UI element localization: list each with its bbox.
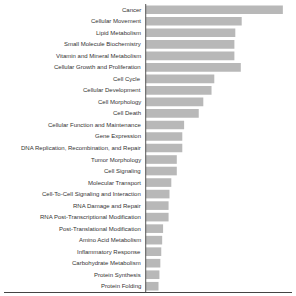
svg-text:Lipid Metabolism: Lipid Metabolism [96,30,141,36]
svg-text:Vitamin and Mineral Metabolism: Vitamin and Mineral Metabolism [56,53,141,59]
svg-text:Tumor Morphology: Tumor Morphology [91,157,141,163]
svg-text:Protein Synthesis: Protein Synthesis [94,272,141,278]
svg-text:Amino Acid Metabolism: Amino Acid Metabolism [79,237,141,243]
svg-text:Cellular Movement: Cellular Movement [91,18,141,24]
svg-text:Cell Death: Cell Death [113,110,141,116]
svg-text:Cellular Development: Cellular Development [83,87,141,93]
svg-text:Post-Translational Modificatio: Post-Translational Modification [59,226,141,232]
svg-text:Cell Morphology: Cell Morphology [98,99,141,105]
svg-text:Small Molecule Biochemistry: Small Molecule Biochemistry [64,41,141,47]
svg-text:Carbohydrate Metabolism: Carbohydrate Metabolism [72,260,141,266]
svg-text:Cancer: Cancer [122,7,141,13]
svg-text:Cell Cycle: Cell Cycle [113,76,141,82]
svg-text:Cellular Growth and Proliferat: Cellular Growth and Proliferation [54,64,141,70]
svg-text:Cellular Function and Maintena: Cellular Function and Maintenance [48,122,141,128]
svg-text:Cell-To-Cell Signaling and Int: Cell-To-Cell Signaling and Interaction [42,191,141,197]
svg-text:Inflammatory Response: Inflammatory Response [77,249,141,255]
svg-text:Gene Expression: Gene Expression [95,133,141,139]
svg-text:DNA Replication, Recombination: DNA Replication, Recombination, and Repa… [21,145,141,151]
svg-text:RNA Post-Transcriptional Modif: RNA Post-Transcriptional Modification [40,214,141,220]
svg-text:RNA Damage and Repair: RNA Damage and Repair [73,203,141,209]
svg-text:Cell Signaling: Cell Signaling [104,168,141,174]
svg-text:Protein Folding: Protein Folding [101,283,141,289]
svg-text:Molecular Transport: Molecular Transport [88,180,141,186]
